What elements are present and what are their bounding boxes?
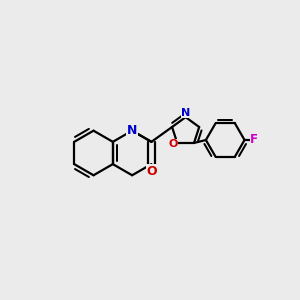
Text: O: O — [146, 165, 157, 178]
Text: O: O — [168, 140, 178, 149]
Text: N: N — [127, 124, 137, 137]
Text: N: N — [127, 124, 137, 137]
Text: N: N — [181, 108, 190, 118]
Text: O: O — [146, 165, 157, 178]
Text: F: F — [250, 134, 258, 146]
